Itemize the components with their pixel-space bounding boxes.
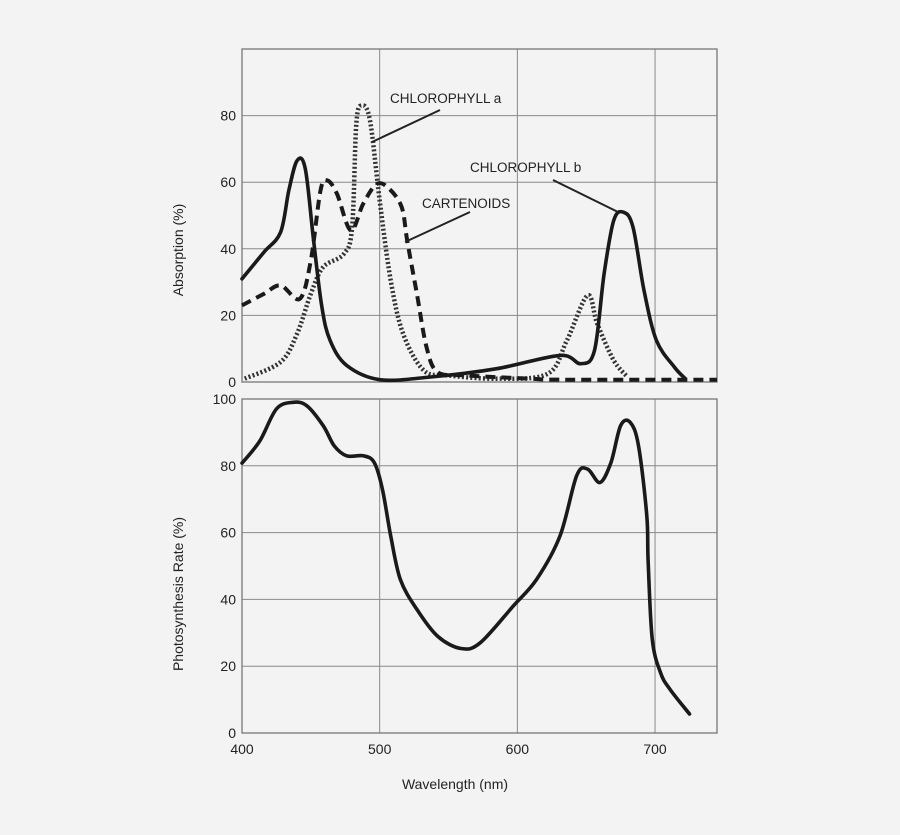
y-tick-label: 0 bbox=[228, 725, 236, 741]
y-tick-label: 20 bbox=[220, 307, 236, 323]
photosynthesis-rate-panel: 0 20 40 60 80 100 400 500 600 700 bbox=[213, 391, 718, 757]
series-line-chlorophyll-a bbox=[243, 103, 630, 381]
y-tick-label: 20 bbox=[220, 658, 236, 674]
x-tick-label: 400 bbox=[230, 741, 254, 757]
absorption-panel: 0 20 40 60 80 bbox=[220, 48, 718, 390]
series-line-photosynthesis-rate bbox=[240, 400, 692, 716]
y-tick-label: 100 bbox=[213, 391, 237, 407]
y-axis-label-photosynthesis: Photosynthesis Rate (%) bbox=[170, 517, 186, 671]
label-chlorophyll-b: CHLOROPHYLL b bbox=[470, 160, 581, 175]
pointer-chlorophyll-b bbox=[552, 179, 619, 213]
y-tick-label: 80 bbox=[220, 458, 236, 474]
x-axis-label: Wavelength (nm) bbox=[402, 776, 508, 792]
x-tick-label: 700 bbox=[643, 741, 667, 757]
series-line-chlorophyll-b bbox=[240, 156, 688, 383]
y-tick-label: 40 bbox=[220, 241, 236, 257]
plot-frame bbox=[241, 398, 718, 734]
pointer-cartenoids bbox=[404, 211, 471, 243]
annotations: CHLOROPHYLL a CHLOROPHYLL b CARTENOIDS bbox=[371, 91, 619, 243]
label-chlorophyll-a: CHLOROPHYLL a bbox=[390, 91, 502, 106]
y-tick-label: 40 bbox=[220, 591, 236, 607]
y-tick-label: 60 bbox=[220, 525, 236, 541]
y-tick-label: 0 bbox=[228, 374, 236, 390]
plot-frame bbox=[241, 48, 718, 383]
series-line-cartenoids bbox=[241, 177, 718, 382]
y-axis-label-absorption: Absorption (%) bbox=[170, 204, 186, 297]
y-tick-label: 80 bbox=[220, 108, 236, 124]
x-tick-label: 600 bbox=[506, 741, 530, 757]
x-tick-label: 500 bbox=[368, 741, 392, 757]
y-tick-label: 60 bbox=[220, 174, 236, 190]
label-cartenoids: CARTENOIDS bbox=[422, 196, 510, 211]
pointer-chlorophyll-a bbox=[371, 109, 441, 143]
